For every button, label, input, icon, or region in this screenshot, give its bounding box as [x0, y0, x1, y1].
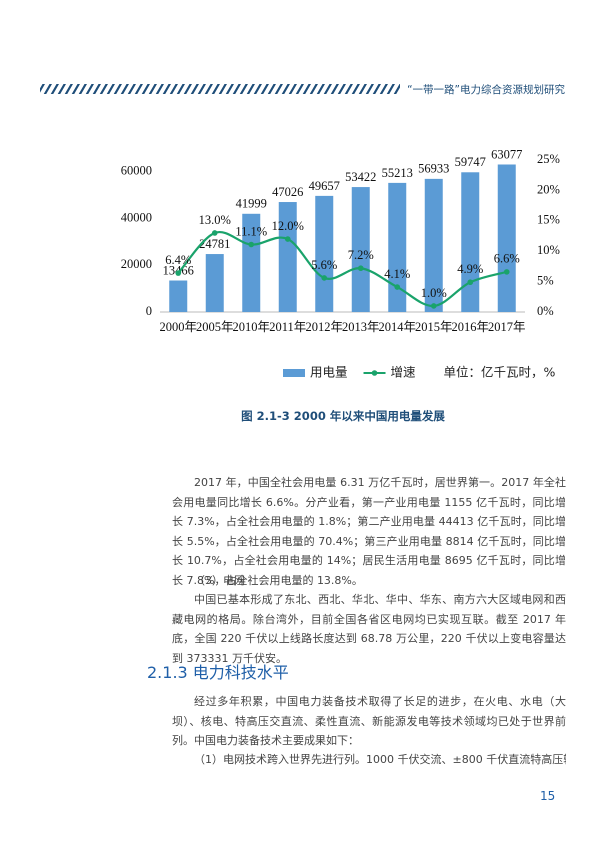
point [248, 241, 255, 248]
paragraph: 中国已基本形成了东北、西北、华北、华中、华东、南方六大区域电网和西藏电网的格局。… [172, 593, 566, 665]
x-tick-label: 2011年 [269, 320, 306, 334]
bar-label: 63077 [491, 147, 522, 161]
bar [461, 172, 480, 312]
point-label: 6.4% [165, 253, 191, 267]
caption-box: 图 2.1-3 2000 年以来中国用电量发展 [0, 400, 600, 430]
x-tick-label: 2015年 [415, 320, 453, 334]
bar-label: 24781 [199, 237, 230, 251]
line [177, 230, 508, 308]
bar [315, 195, 334, 312]
point-label: 6.6% [494, 252, 520, 266]
y-tick-label: 0 [146, 304, 152, 318]
x-tick-label: 2010年 [232, 320, 270, 334]
x-tick-label: 2012年 [305, 320, 343, 334]
y2-tick-label: 5% [537, 273, 554, 287]
paragraph: 经过多年积累，中国电力装备技术取得了长足的进步，在火电、水电（大坝）、核电、特高… [172, 695, 566, 747]
bar [424, 178, 443, 312]
y-tick-label: 40000 [121, 210, 152, 224]
legend-label: 增速 [391, 365, 417, 380]
figure-caption: 图 2.1-3 2000 年以来中国用电量发展 [241, 409, 445, 423]
paragraph: 2017 年，中国全社会用电量 6.31 万亿千瓦时，居世界第一。2017 年全… [172, 476, 566, 587]
point-label: 4.9% [457, 262, 483, 276]
section-heading: 2.1.3 电力科技水平 [147, 663, 289, 682]
point-label: 11.1% [235, 224, 267, 238]
bar-label: 47026 [272, 185, 303, 199]
point [430, 303, 437, 309]
y2-tick-label: 0% [537, 304, 554, 318]
point-label: 12.0% [272, 219, 304, 233]
bar [388, 182, 407, 312]
point [503, 269, 510, 275]
bar-label: 49657 [309, 179, 340, 193]
point [211, 230, 218, 236]
bar-label: 59747 [455, 155, 486, 169]
point-label: 7.2% [348, 248, 374, 262]
y2-tick-label: 20% [537, 182, 560, 196]
point-label: 1.0% [421, 286, 447, 300]
point [284, 236, 291, 242]
header-stripes [40, 84, 400, 94]
point [467, 279, 474, 286]
point [357, 265, 364, 272]
point [175, 270, 182, 276]
bar [497, 164, 516, 312]
bar-label: 41999 [236, 197, 267, 211]
page-number: 15 [540, 789, 556, 803]
paragraph: （1）电网技术跨入世界先进行列。1000 千伏交流、±800 千伏直流特高压输电… [194, 753, 566, 766]
point [321, 275, 328, 281]
y2-tick-label: 15% [537, 213, 560, 227]
x-tick-label: 2013年 [342, 320, 380, 334]
point-label: 13.0% [199, 213, 231, 227]
x-tick-label: 2005年 [196, 320, 234, 334]
bar [205, 254, 224, 312]
bar-label: 53422 [345, 170, 376, 184]
paragraph: （3）电网 [194, 574, 245, 587]
point-label: 5.6% [311, 258, 337, 272]
legend-swatch [283, 369, 305, 377]
y-tick-label: 20000 [121, 257, 152, 271]
legend-label: 用电量 [310, 365, 348, 380]
y-tick-label: 60000 [121, 164, 152, 178]
point-label: 4.1% [384, 267, 410, 281]
point [394, 284, 401, 290]
x-tick-label: 2016年 [451, 320, 489, 334]
header-title: “一带一路”电力综合资源规划研究 [407, 83, 565, 96]
bar [351, 187, 370, 312]
bar [242, 213, 261, 312]
unit-note: 单位：亿千瓦时，% [444, 365, 556, 380]
bar-label: 55213 [382, 166, 413, 180]
y2-tick-label: 25% [537, 152, 560, 166]
legend-swatch [371, 370, 378, 376]
x-tick-label: 2017年 [488, 320, 526, 334]
y2-tick-label: 10% [537, 243, 560, 257]
bar [278, 202, 297, 312]
bar-label: 56933 [418, 162, 449, 176]
chart: “一带一路”电力综合资源规划研究 0 20000 40000 60000 0% 5% 10%… [40, 83, 565, 380]
x-tick-label: 2000年 [159, 320, 197, 334]
x-tick-label: 2014年 [378, 320, 416, 334]
bar [169, 280, 188, 312]
